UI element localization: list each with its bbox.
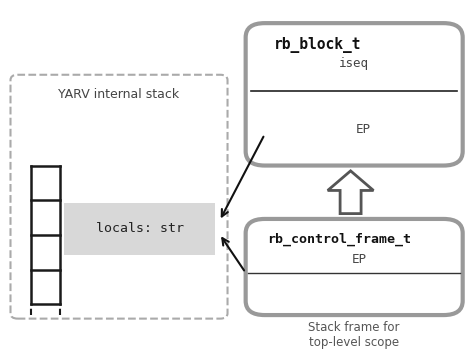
Text: YARV internal stack: YARV internal stack [59, 88, 179, 101]
Text: locals: str: locals: str [95, 222, 183, 235]
FancyBboxPatch shape [245, 23, 462, 166]
Text: EP: EP [356, 124, 370, 136]
Text: rb_control_frame_t: rb_control_frame_t [267, 232, 410, 246]
Text: EP: EP [351, 253, 366, 266]
Text: iseq: iseq [338, 57, 368, 69]
Text: Stack frame for
top-level scope: Stack frame for top-level scope [307, 321, 399, 349]
Text: rb_block_t: rb_block_t [274, 37, 361, 53]
Bar [64, 203, 214, 255]
Polygon shape [327, 171, 373, 214]
FancyBboxPatch shape [245, 219, 462, 315]
